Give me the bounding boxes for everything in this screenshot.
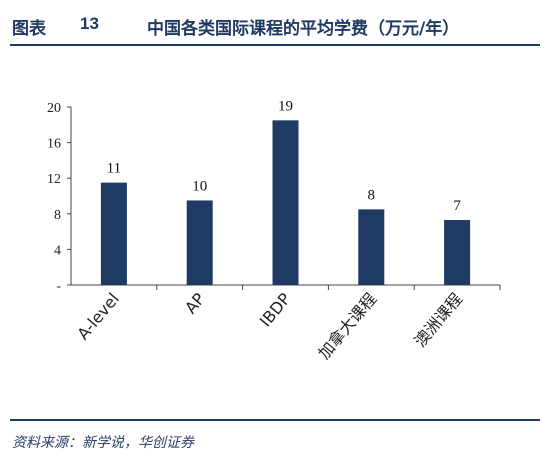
x-tick-label: 加拿大课程 [314, 289, 380, 363]
data-label: 7 [453, 198, 461, 214]
x-tick-label: 澳洲课程 [410, 289, 466, 350]
bar [272, 120, 299, 285]
bar [358, 209, 385, 285]
y-tick-label: 8 [54, 208, 61, 223]
data-label: 8 [368, 187, 376, 203]
bar [100, 182, 127, 285]
figure-label: 图表 [12, 19, 46, 39]
data-label: 10 [192, 178, 207, 194]
chart-title: 中国各类国际课程的平均学费（万元/年） [147, 19, 460, 39]
figure-number: 13 [80, 14, 99, 33]
bar [186, 200, 213, 285]
data-label: 11 [107, 161, 121, 177]
footer-rule [10, 419, 540, 421]
figure-header: 图表 13 中国各类国际课程的平均学费（万元/年） [0, 0, 550, 44]
x-tick-label: AP [181, 289, 209, 317]
y-tick-label: 12 [47, 172, 61, 187]
y-tick-label: 20 [47, 101, 61, 116]
bar [444, 220, 471, 285]
y-tick-label: 16 [47, 137, 61, 152]
source-note: 资料来源：新学说，华创证券 [12, 435, 194, 451]
data-label: 19 [278, 98, 293, 114]
x-tick-label: IBDP [256, 289, 295, 330]
x-tick-label: A-level [73, 289, 123, 343]
bar-chart: - 4 8 12 16 20 11 A-level 10 AP 19 IBDP 8 加拿大课程 7 澳洲课程 [47, 98, 501, 363]
y-tick-label: 4 [54, 243, 61, 258]
y-tick-label: - [56, 279, 61, 294]
header-rule [10, 44, 540, 46]
